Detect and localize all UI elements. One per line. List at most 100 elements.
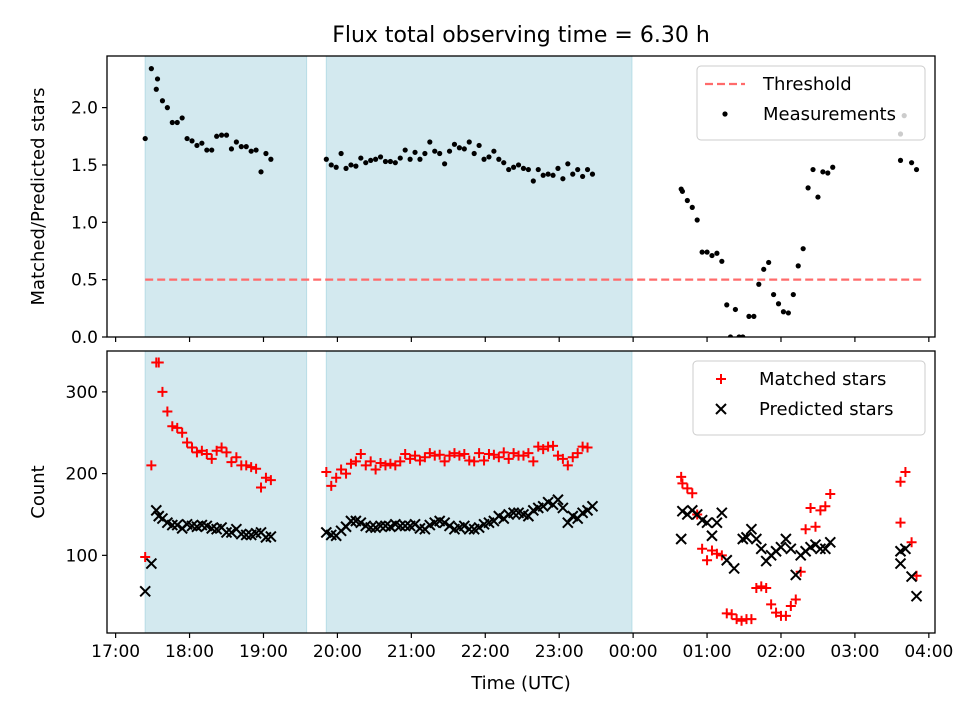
predicted-star-point bbox=[755, 543, 767, 555]
predicted-star-point bbox=[899, 543, 912, 555]
matched-star-point bbox=[676, 471, 687, 482]
legend-box bbox=[692, 360, 926, 436]
matched-star-point bbox=[726, 609, 737, 620]
measurement-point bbox=[724, 302, 730, 308]
measurement-point bbox=[343, 165, 349, 171]
measurement-point bbox=[709, 252, 715, 259]
x-tick-label: 23:00 bbox=[535, 642, 584, 662]
matched-star-point bbox=[736, 615, 747, 626]
measurement-point bbox=[545, 171, 551, 177]
measurement-point bbox=[815, 194, 821, 200]
measurement-point bbox=[153, 86, 159, 92]
measurement-point bbox=[506, 166, 512, 173]
matched-star-point bbox=[380, 460, 391, 471]
legend-measurement-swatch bbox=[722, 111, 728, 117]
matched-star-point bbox=[756, 581, 767, 592]
measurement-point bbox=[756, 281, 762, 287]
measurement-point bbox=[555, 165, 561, 171]
predicted-star-point bbox=[745, 523, 758, 535]
matched-star-point bbox=[503, 453, 514, 464]
measurement-point bbox=[714, 250, 720, 256]
shaded-span bbox=[325, 55, 633, 338]
matched-star-point bbox=[201, 448, 212, 459]
measurement-point bbox=[397, 155, 403, 161]
predicted-star-point bbox=[458, 520, 471, 532]
x-axis-label: Time (UTC) bbox=[470, 673, 571, 694]
measurement-point bbox=[461, 146, 467, 152]
matched-star-point bbox=[182, 437, 193, 448]
matched-star-point bbox=[350, 456, 361, 467]
matched-star-point bbox=[410, 450, 421, 461]
measurement-point bbox=[368, 157, 374, 163]
measurement-point bbox=[800, 246, 806, 252]
measurement-point bbox=[550, 172, 556, 178]
predicted-star-point bbox=[355, 516, 367, 529]
measurement-point bbox=[446, 148, 453, 154]
predicted-star-point bbox=[706, 530, 718, 542]
measurement-point bbox=[268, 156, 274, 162]
measurement-point bbox=[154, 76, 161, 82]
predicted-star-point bbox=[473, 521, 485, 534]
predicted-star-point bbox=[750, 533, 763, 545]
measurement-point bbox=[223, 132, 230, 138]
measurement-point bbox=[913, 166, 920, 173]
predicted-star-point bbox=[790, 569, 802, 581]
matched-star-point bbox=[167, 421, 178, 432]
matched-star-point bbox=[172, 422, 183, 433]
chart-title: Flux total observing time = 6.30 h bbox=[332, 23, 710, 48]
matched-star-point bbox=[206, 453, 217, 464]
matched-star-point bbox=[479, 455, 490, 466]
measurement-point bbox=[353, 163, 359, 169]
matched-star-point bbox=[820, 501, 831, 512]
matched-star-point bbox=[548, 440, 559, 451]
measurement-point bbox=[476, 142, 482, 149]
matched-star-point bbox=[751, 583, 762, 594]
predicted-star-point bbox=[220, 526, 233, 539]
predicted-star-point bbox=[463, 523, 475, 535]
measurement-point bbox=[795, 263, 801, 269]
matched-star-point bbox=[459, 448, 470, 459]
matched-star-point bbox=[562, 460, 573, 471]
measurement-point bbox=[466, 139, 472, 145]
matched-star-point bbox=[731, 614, 742, 625]
measurement-point bbox=[570, 171, 576, 177]
measurement-point bbox=[897, 157, 904, 163]
y-tick-label: 200 bbox=[66, 465, 98, 485]
matched-star-point bbox=[677, 478, 688, 489]
matched-star-point bbox=[746, 614, 757, 625]
predicted-star-point bbox=[225, 526, 238, 539]
y-tick-label: 1.0 bbox=[71, 213, 98, 233]
matched-star-point bbox=[702, 555, 713, 566]
matched-star-point bbox=[331, 472, 342, 483]
measurement-point bbox=[338, 150, 344, 157]
predicted-star-point bbox=[443, 520, 456, 532]
y-tick-label: 0.5 bbox=[71, 271, 98, 291]
shaded-span bbox=[144, 350, 308, 634]
measurement-point bbox=[159, 98, 166, 104]
matched-star-point bbox=[370, 464, 381, 475]
measurement-point bbox=[179, 115, 185, 121]
measurement-point bbox=[785, 310, 791, 316]
x-tick-label: 04:00 bbox=[904, 642, 953, 662]
measurement-point bbox=[204, 147, 210, 153]
predicted-star-point bbox=[399, 520, 411, 532]
measurement-point bbox=[805, 185, 811, 191]
measurement-point bbox=[535, 166, 541, 173]
predicted-star-point bbox=[676, 505, 689, 517]
measurement-point bbox=[402, 147, 408, 153]
predicted-star-point bbox=[701, 516, 713, 529]
matched-star-point bbox=[682, 483, 693, 494]
x-tick-label: 21:00 bbox=[387, 642, 436, 662]
y-tick-label: 300 bbox=[66, 383, 98, 403]
predicted-star-point bbox=[265, 530, 277, 543]
y-axis-label: Count bbox=[28, 465, 49, 518]
measurement-point bbox=[501, 160, 507, 166]
predicted-star-point bbox=[905, 570, 918, 583]
measurement-point bbox=[148, 66, 154, 72]
predicted-star-point bbox=[775, 541, 787, 553]
matched-star-point bbox=[582, 442, 593, 453]
measurement-point bbox=[908, 160, 915, 166]
y-tick-label: 1.5 bbox=[71, 156, 98, 176]
legend-predicted-swatch bbox=[715, 403, 727, 415]
matched-star-point bbox=[341, 468, 352, 479]
